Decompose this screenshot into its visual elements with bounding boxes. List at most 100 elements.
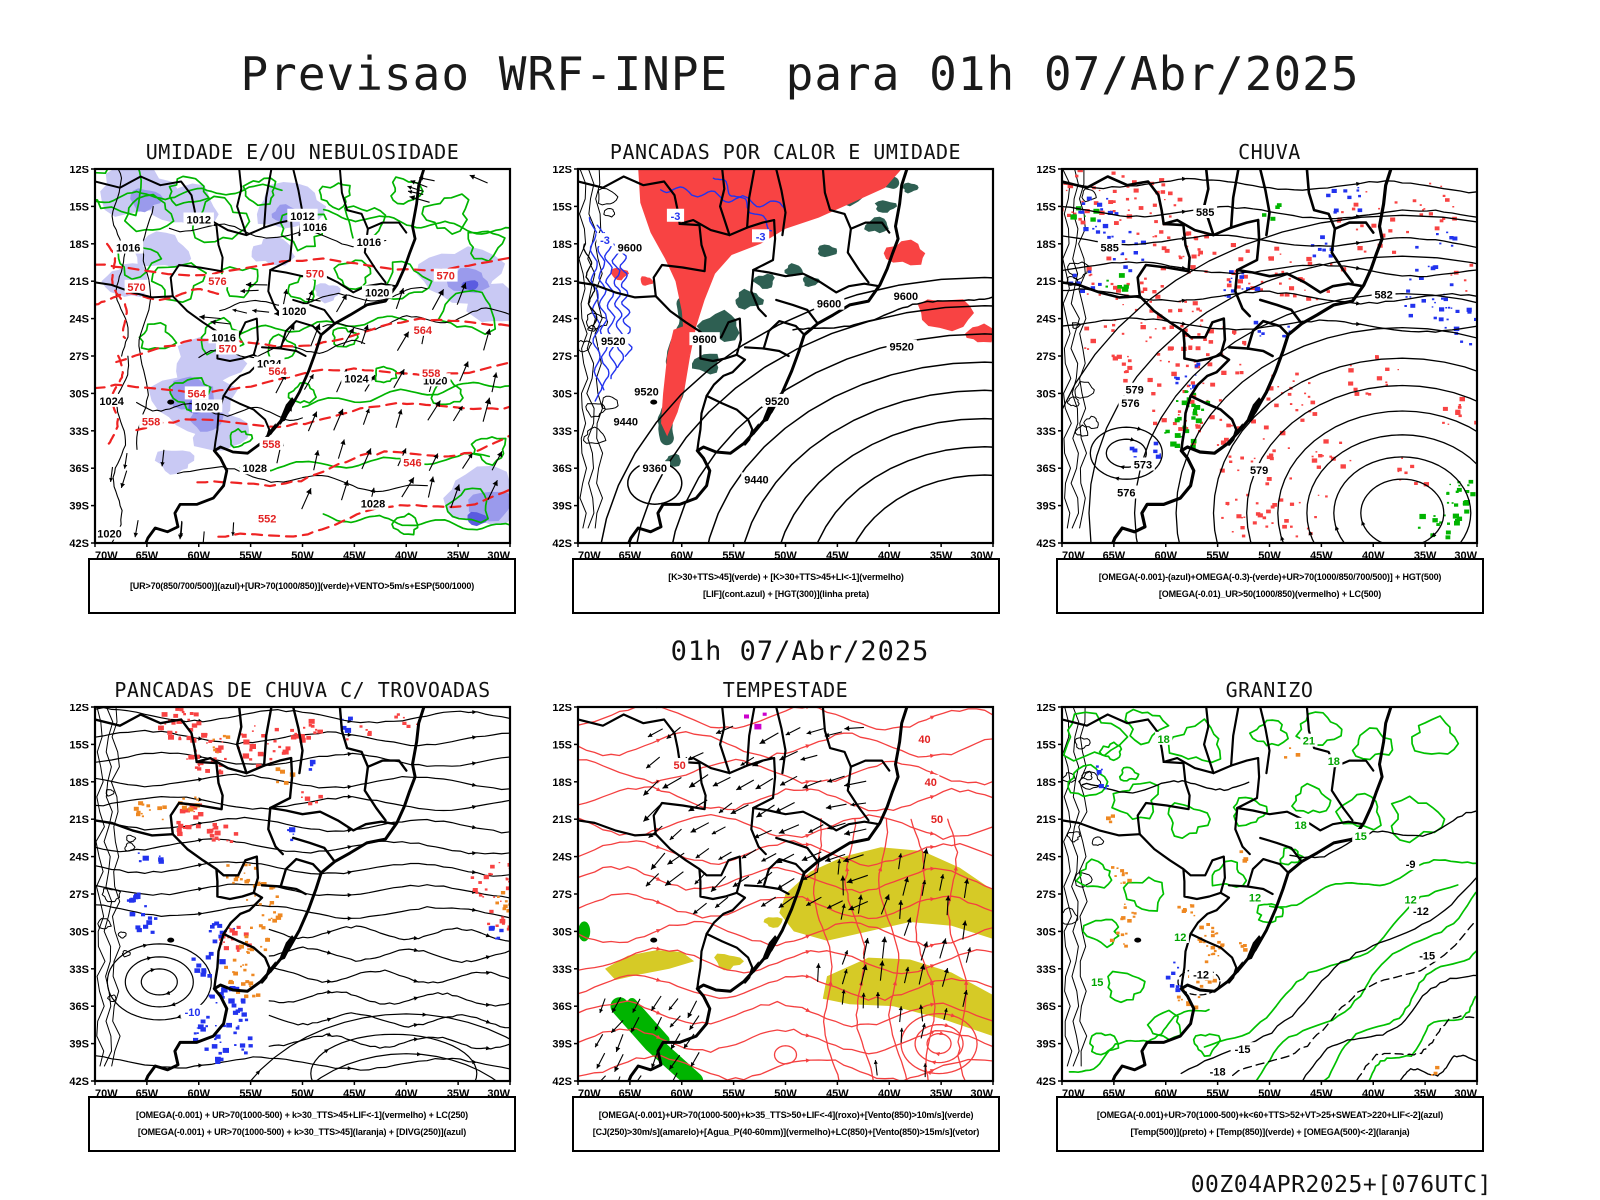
svg-text:12S: 12S bbox=[552, 704, 572, 714]
panel-title-granizo: GRANIZO bbox=[1225, 678, 1314, 702]
svg-text:30S: 30S bbox=[552, 926, 572, 938]
map-tempestade: 50 40 40 50 70W 65W 60W 55W 50W 45W 40W 35W 30W 12S 15… bbox=[545, 702, 997, 1102]
svg-text:21S: 21S bbox=[69, 814, 89, 826]
map-trovoadas: -10 70W 65W 60W 55W 50W 45W 40W 35W 30W 12S 15S 18S 2… bbox=[62, 702, 514, 1102]
svg-text:33S: 33S bbox=[69, 426, 89, 438]
svg-text:27S: 27S bbox=[1036, 889, 1056, 901]
run-stamp-label: 00Z04APR2025+[076UTC] bbox=[1190, 1172, 1492, 1198]
svg-text:9520: 9520 bbox=[765, 396, 789, 408]
svg-text:27S: 27S bbox=[69, 351, 89, 363]
svg-text:-15: -15 bbox=[1235, 1044, 1251, 1056]
svg-text:30S: 30S bbox=[1036, 388, 1056, 400]
caption-line: [LIF](cont.azul) + [HGT(300)](linha pret… bbox=[703, 589, 869, 599]
caption-line: [OMEGA(-0.001) + UR>70(1000-500) + k>30_… bbox=[135, 1110, 469, 1120]
svg-text:1028: 1028 bbox=[243, 463, 267, 475]
map-pancadas-calor: 9600 9600 9600 9600 9520 9520 9520 9520 9440 9440… bbox=[545, 164, 997, 564]
svg-text:18S: 18S bbox=[552, 777, 572, 789]
svg-text:18S: 18S bbox=[69, 239, 89, 251]
svg-text:1016: 1016 bbox=[357, 237, 381, 249]
svg-text:18: 18 bbox=[1158, 734, 1170, 746]
svg-text:585: 585 bbox=[1196, 207, 1214, 219]
svg-text:570: 570 bbox=[306, 269, 324, 281]
svg-text:12S: 12S bbox=[69, 704, 89, 714]
caption-line: [CJ(250)>30m/s](amarelo)+[Agua_P(40-60mm… bbox=[592, 1127, 980, 1137]
svg-text:15S: 15S bbox=[69, 201, 89, 213]
svg-text:573: 573 bbox=[1134, 459, 1152, 471]
svg-text:21S: 21S bbox=[69, 276, 89, 288]
svg-text:24S: 24S bbox=[69, 314, 89, 326]
svg-text:-12: -12 bbox=[1413, 906, 1429, 918]
svg-text:1016: 1016 bbox=[116, 243, 140, 255]
svg-text:12S: 12S bbox=[552, 166, 572, 176]
svg-text:39S: 39S bbox=[552, 1039, 572, 1051]
svg-text:-9: -9 bbox=[1406, 859, 1416, 871]
svg-text:12: 12 bbox=[1249, 893, 1261, 905]
svg-text:1020: 1020 bbox=[282, 306, 306, 318]
svg-text:33S: 33S bbox=[552, 964, 572, 976]
svg-text:564: 564 bbox=[414, 325, 433, 337]
svg-text:40: 40 bbox=[925, 777, 937, 789]
caption-line: [OMEGA(-0.001) + UR>70(1000-500) + k>30_… bbox=[137, 1127, 467, 1137]
caption-line: [K>30+TTS>45](verde) + [K>30+TTS>45+LI<-… bbox=[668, 572, 904, 582]
svg-text:50: 50 bbox=[674, 760, 686, 772]
svg-text:39S: 39S bbox=[69, 1039, 89, 1051]
svg-text:24S: 24S bbox=[552, 314, 572, 326]
svg-text:42S: 42S bbox=[69, 538, 89, 550]
svg-text:12S: 12S bbox=[1036, 704, 1056, 714]
svg-text:9440: 9440 bbox=[613, 416, 637, 428]
svg-text:33S: 33S bbox=[552, 426, 572, 438]
svg-text:21S: 21S bbox=[1036, 814, 1056, 826]
map-umidade: 1012101210161016101610201020101610241024… bbox=[62, 164, 514, 564]
svg-text:15S: 15S bbox=[552, 739, 572, 751]
svg-text:1016: 1016 bbox=[303, 222, 327, 234]
svg-text:15: 15 bbox=[1091, 977, 1103, 989]
svg-text:-18: -18 bbox=[1210, 1067, 1226, 1079]
svg-text:552: 552 bbox=[258, 514, 276, 526]
svg-text:12S: 12S bbox=[69, 166, 89, 176]
svg-text:-3: -3 bbox=[756, 231, 766, 243]
svg-text:585: 585 bbox=[1101, 243, 1119, 255]
svg-text:582: 582 bbox=[1374, 289, 1392, 301]
svg-text:12: 12 bbox=[1404, 895, 1416, 907]
svg-text:15S: 15S bbox=[1036, 739, 1056, 751]
panel-title-tempestade: TEMPESTADE bbox=[722, 678, 849, 702]
svg-text:21S: 21S bbox=[552, 276, 572, 288]
svg-text:18S: 18S bbox=[69, 777, 89, 789]
svg-text:21S: 21S bbox=[1036, 276, 1056, 288]
svg-text:570: 570 bbox=[219, 344, 237, 356]
panel-title-umidade: UMIDADE E/OU NEBULOSIDADE bbox=[145, 140, 460, 164]
svg-text:39S: 39S bbox=[69, 501, 89, 513]
svg-text:564: 564 bbox=[187, 388, 206, 400]
map-granizo: 18 21 18 18 15 12 12 12 15 -9 -12 -15 -12 -15 -18 70W 65… bbox=[1029, 702, 1481, 1102]
svg-text:579: 579 bbox=[1125, 385, 1143, 397]
svg-text:9520: 9520 bbox=[889, 342, 913, 354]
caption-pancadas-calor: [K>30+TTS>45](verde) + [K>30+TTS>45+LI<-… bbox=[572, 558, 1000, 614]
svg-text:1028: 1028 bbox=[361, 499, 385, 511]
svg-text:30S: 30S bbox=[552, 388, 572, 400]
svg-text:39S: 39S bbox=[1036, 1039, 1056, 1051]
svg-text:18S: 18S bbox=[1036, 777, 1056, 789]
svg-text:579: 579 bbox=[1250, 465, 1268, 477]
svg-text:36S: 36S bbox=[552, 463, 572, 475]
svg-text:15S: 15S bbox=[69, 739, 89, 751]
svg-text:570: 570 bbox=[127, 282, 145, 294]
svg-text:42S: 42S bbox=[1036, 1076, 1056, 1088]
svg-text:39S: 39S bbox=[1036, 501, 1056, 513]
svg-text:27S: 27S bbox=[552, 889, 572, 901]
panel-title-pancadas-calor: PANCADAS POR CALOR E UMIDADE bbox=[609, 140, 962, 164]
svg-text:576: 576 bbox=[208, 276, 226, 288]
svg-text:24S: 24S bbox=[69, 852, 89, 864]
svg-text:27S: 27S bbox=[552, 351, 572, 363]
svg-text:21: 21 bbox=[1303, 736, 1315, 748]
svg-text:33S: 33S bbox=[69, 964, 89, 976]
svg-text:40: 40 bbox=[918, 734, 930, 746]
svg-text:50: 50 bbox=[931, 814, 943, 826]
svg-text:1012: 1012 bbox=[187, 214, 211, 226]
svg-text:33S: 33S bbox=[1036, 426, 1056, 438]
map-chuva: 585 585 582 579 576 573 579 576 70W 65W 60W 55W 50W 4… bbox=[1029, 164, 1481, 564]
svg-text:30S: 30S bbox=[69, 926, 89, 938]
svg-text:9600: 9600 bbox=[894, 291, 918, 303]
svg-text:564: 564 bbox=[268, 366, 287, 378]
svg-text:42S: 42S bbox=[69, 1076, 89, 1088]
caption-tempestade: [OMEGA(-0.001)+UR>70(1000-500)+k>35_TTS>… bbox=[572, 1096, 1000, 1152]
